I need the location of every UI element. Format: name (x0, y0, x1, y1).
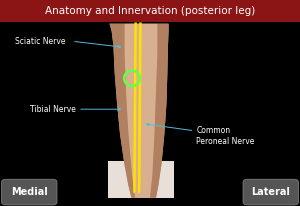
Text: Sciatic Nerve: Sciatic Nerve (15, 37, 65, 46)
Polygon shape (150, 24, 169, 198)
Text: Common
Peroneal Nerve: Common Peroneal Nerve (196, 126, 255, 146)
Text: Tibial Nerve: Tibial Nerve (30, 105, 76, 114)
Text: Anatomy and Innervation (posterior leg): Anatomy and Innervation (posterior leg) (45, 6, 255, 16)
Polygon shape (124, 24, 158, 198)
Text: Lateral: Lateral (251, 187, 290, 197)
Polygon shape (110, 24, 135, 198)
Text: Medial: Medial (11, 187, 48, 197)
Polygon shape (110, 24, 169, 198)
FancyBboxPatch shape (0, 0, 300, 22)
FancyBboxPatch shape (2, 179, 57, 205)
FancyBboxPatch shape (108, 161, 174, 198)
FancyBboxPatch shape (243, 179, 298, 205)
